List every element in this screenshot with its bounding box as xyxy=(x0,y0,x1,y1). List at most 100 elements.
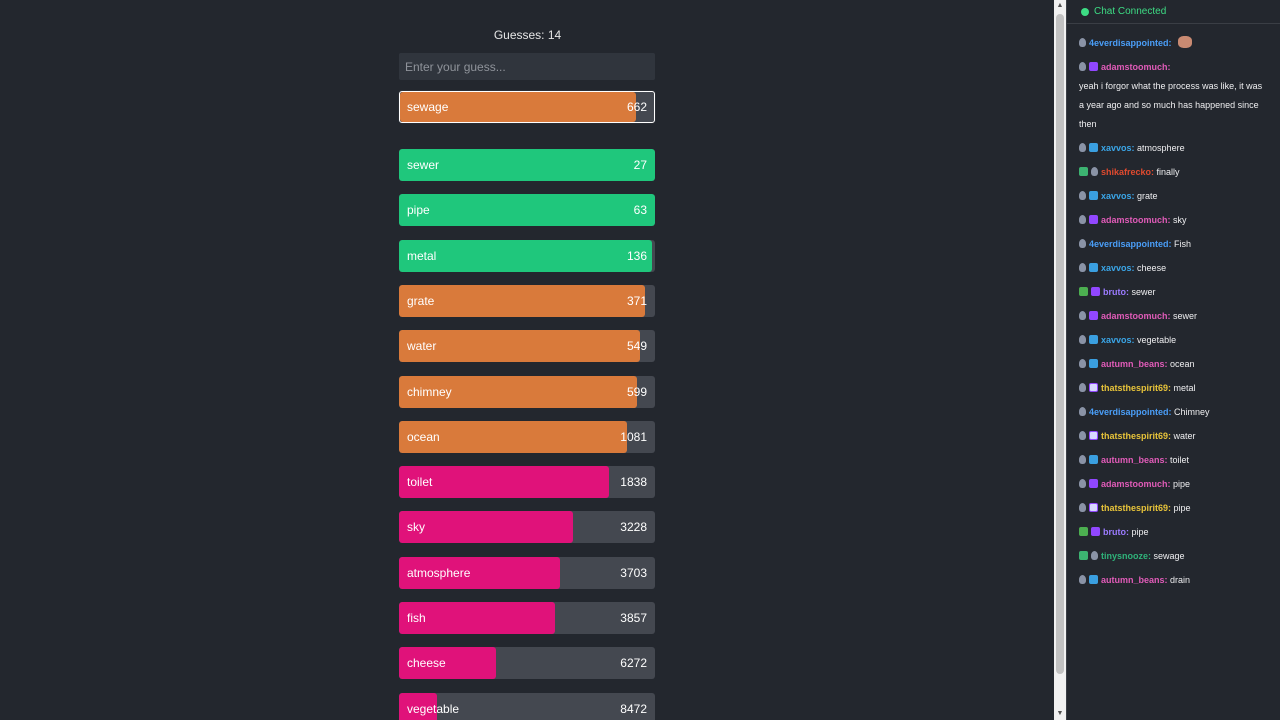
chat-username[interactable]: autumn_beans: xyxy=(1101,455,1168,465)
sub-badge-icon xyxy=(1089,143,1098,152)
scrollbar-thumb[interactable] xyxy=(1056,14,1064,674)
chat-username[interactable]: 4everdisappointed: xyxy=(1089,38,1172,48)
chat-message: xavvos: cheese xyxy=(1079,259,1268,278)
chat-username[interactable]: thatsthespirit69: xyxy=(1101,503,1172,513)
guess-rank: 8472 xyxy=(620,701,647,716)
page-scrollbar[interactable]: ▲ ▼ xyxy=(1054,0,1066,720)
guess-input[interactable] xyxy=(399,53,655,80)
chat-text: Chimney xyxy=(1174,407,1210,417)
chat-text: drain xyxy=(1170,575,1191,585)
chat-username[interactable]: adamstoomuch: xyxy=(1101,215,1171,225)
chat-message: adamstoomuch: sky xyxy=(1079,211,1268,230)
gift-badge-icon xyxy=(1089,479,1098,488)
chat-message: autumn_beans: toilet xyxy=(1079,451,1268,470)
chat-message: tinysnooze: sewage xyxy=(1079,547,1268,566)
guess-count: Guesses: 14 xyxy=(493,28,562,42)
guess-word: sewage xyxy=(407,100,449,114)
chat-text: pipe xyxy=(1131,527,1149,537)
similarity-bar xyxy=(399,239,653,272)
guess-row: metal 136 xyxy=(399,239,655,272)
guess-rank: 63 xyxy=(633,203,647,218)
guess-word: chimney xyxy=(407,384,452,399)
chat-text: yeah i forgor what the process was like,… xyxy=(1079,81,1263,129)
guess-rank: 3703 xyxy=(620,565,647,580)
rank-badge-badge-icon xyxy=(1079,191,1086,200)
chat-message: adamstoomuch: pipe xyxy=(1079,475,1268,494)
chat-messages: 4everdisappointed: adamstoomuch: yeah i f… xyxy=(1067,24,1280,590)
scroll-down-arrow-icon[interactable]: ▼ xyxy=(1056,710,1064,717)
chat-message: shikafrecko: finally xyxy=(1079,163,1268,182)
similarity-bar xyxy=(399,149,655,181)
guess-row: ocean 1081 xyxy=(399,420,655,453)
guess-word: atmosphere xyxy=(407,565,471,580)
chat-username[interactable]: xavvos: xyxy=(1101,191,1135,201)
chat-message: xavvos: grate xyxy=(1079,187,1268,206)
guess-row: pipe 63 xyxy=(399,194,655,227)
guess-rank: 6272 xyxy=(620,656,647,671)
guess-rank: 1838 xyxy=(620,475,647,490)
rank-badge-badge-icon xyxy=(1079,38,1086,47)
chat-username[interactable]: adamstoomuch: xyxy=(1101,479,1171,489)
chat-username[interactable]: shikafrecko: xyxy=(1101,167,1155,177)
chat-username[interactable]: 4everdisappointed: xyxy=(1089,407,1172,417)
scroll-up-arrow-icon[interactable]: ▲ xyxy=(1056,2,1064,9)
chat-username[interactable]: bruto: xyxy=(1103,287,1129,297)
chat-panel: Chat Connected 4everdisappointed: adamst… xyxy=(1066,0,1280,720)
chat-username[interactable]: autumn_beans: xyxy=(1101,359,1168,369)
rank-badge-badge-icon xyxy=(1079,215,1086,224)
chat-message: 4everdisappointed: Chimney xyxy=(1079,403,1268,422)
guess-word: grate xyxy=(407,293,435,308)
sub-badge-icon xyxy=(1089,455,1098,464)
chat-text: pipe xyxy=(1173,503,1191,513)
gift-badge-icon xyxy=(1091,527,1100,536)
chat-text: sewer xyxy=(1131,287,1156,297)
chat-username[interactable]: adamstoomuch: xyxy=(1101,62,1171,72)
chat-text: metal xyxy=(1173,383,1196,393)
guess-word: fish xyxy=(407,611,426,625)
chat-username[interactable]: xavvos: xyxy=(1101,143,1135,153)
guess-rank: 27 xyxy=(633,158,647,172)
chat-username[interactable]: autumn_beans: xyxy=(1101,575,1168,585)
guess-row: fish 3857 xyxy=(399,602,655,634)
chat-username[interactable]: tinysnooze: xyxy=(1101,551,1152,561)
chat-username[interactable]: bruto: xyxy=(1103,527,1129,537)
similarity-bar xyxy=(399,511,574,544)
chat-message: autumn_beans: drain xyxy=(1079,571,1268,590)
chat-message: bruto: sewer xyxy=(1079,283,1268,302)
chat-text: water xyxy=(1173,431,1196,441)
chat-username[interactable]: adamstoomuch: xyxy=(1101,311,1171,321)
chat-message: 4everdisappointed: Fish xyxy=(1079,235,1268,254)
check-badge-icon xyxy=(1079,551,1088,560)
chat-username[interactable]: thatsthespirit69: xyxy=(1101,431,1172,441)
chat-text: cheese xyxy=(1137,263,1167,273)
chat-message: bruto: pipe xyxy=(1079,523,1268,542)
green-badge-icon xyxy=(1079,287,1088,296)
guess-rank: 371 xyxy=(626,293,647,308)
rank-badge-badge-icon xyxy=(1079,455,1086,464)
chat-username[interactable]: thatsthespirit69: xyxy=(1101,383,1172,393)
similarity-bar xyxy=(399,375,638,408)
chat-message: xavvos: atmosphere xyxy=(1079,139,1268,158)
chat-text: grate xyxy=(1137,191,1158,201)
guess-rank: 1081 xyxy=(620,429,647,444)
rank-badge-badge-icon xyxy=(1079,479,1086,488)
sub-badge-icon xyxy=(1089,575,1098,584)
latest-guess-row: sewage 662 xyxy=(399,91,655,123)
chat-username[interactable]: xavvos: xyxy=(1101,335,1135,345)
guess-word: sky xyxy=(407,520,425,535)
chat-username[interactable]: xavvos: xyxy=(1101,263,1135,273)
guess-row: vegetable 8472 xyxy=(399,692,655,720)
chat-text: ocean xyxy=(1170,359,1195,369)
emote-icon xyxy=(1178,36,1193,48)
similarity-bar xyxy=(399,692,438,720)
similarity-bar xyxy=(399,420,627,453)
chat-message: thatsthespirit69: pipe xyxy=(1079,499,1268,518)
guess-word: water xyxy=(407,339,437,354)
guess-rank: 662 xyxy=(626,100,647,114)
guess-row: water 549 xyxy=(399,330,655,363)
gift-badge-icon xyxy=(1091,287,1100,296)
similarity-bar xyxy=(399,647,497,680)
chat-username[interactable]: 4everdisappointed: xyxy=(1089,239,1172,249)
chat-message: thatsthespirit69: metal xyxy=(1079,379,1268,398)
guess-row: sewer 27 xyxy=(399,149,655,181)
